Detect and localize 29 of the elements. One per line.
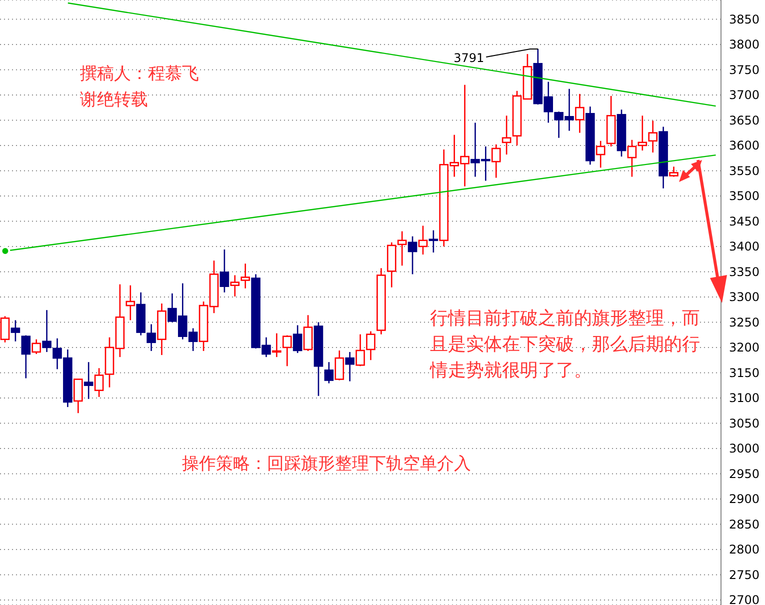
y-tick-label: 3350	[729, 264, 760, 279]
y-tick-label: 3750	[729, 62, 760, 77]
y-tick-label: 2900	[729, 492, 760, 506]
y-tick-label: 3700	[729, 88, 760, 102]
y-tick-label: 2950	[729, 466, 760, 481]
y-tick-label: 2750	[729, 568, 760, 582]
y-tick-label: 3050	[729, 416, 760, 430]
y-tick-label: 3600	[729, 138, 760, 153]
y-tick-label: 3850	[729, 12, 760, 26]
y-tick-label: 3100	[729, 391, 760, 406]
y-tick-label: 3250	[729, 315, 760, 330]
y-tick-label: 2700	[729, 593, 760, 605]
y-tick-label: 3550	[729, 164, 760, 178]
y-tick-label: 3500	[729, 189, 760, 204]
y-tick-label: 3200	[729, 340, 760, 355]
y-tick-label: 3000	[729, 442, 760, 456]
y-tick-label: 3800	[729, 38, 760, 52]
annotation: 谢绝转载	[80, 89, 148, 111]
annotation: 3791	[454, 50, 484, 65]
y-tick-label: 2800	[729, 542, 760, 557]
y-tick-label: 2850	[729, 517, 760, 532]
annotation: 撰稿人：程慕飞	[80, 63, 199, 85]
annotation: 操作策略：回踩旗形整理下轨空单介入	[182, 453, 471, 475]
y-tick-label: 3650	[729, 113, 760, 128]
y-tick-label: 3450	[729, 214, 760, 228]
y-tick-label: 3300	[729, 290, 760, 304]
y-tick-label: 3150	[729, 366, 760, 380]
y-tick-label: 3400	[729, 240, 760, 254]
annotation: 行情目前打破之前的旗形整理，而且是实体在下突破，那么后期的行情走势就很明了了。	[430, 307, 700, 383]
